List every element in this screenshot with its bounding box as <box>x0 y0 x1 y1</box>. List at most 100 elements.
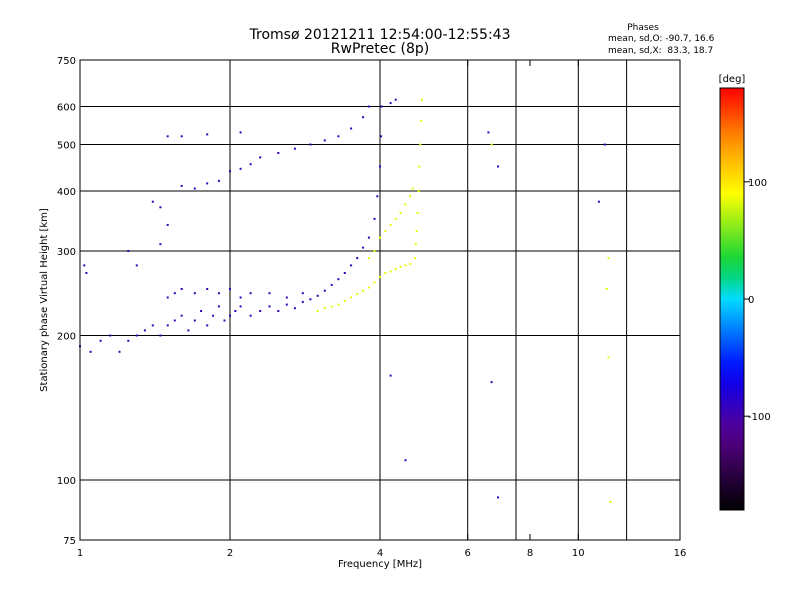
data-point-x <box>379 275 381 278</box>
data-point-o <box>135 264 138 267</box>
data-point-o <box>603 143 606 146</box>
data-point-o <box>206 182 209 185</box>
data-point-o <box>217 305 220 308</box>
data-point-o <box>85 272 88 274</box>
y-tick-label: 100 <box>57 476 76 487</box>
data-point-o <box>309 143 312 146</box>
data-point-o <box>159 334 162 337</box>
data-points <box>79 98 612 503</box>
data-point-o <box>127 250 130 252</box>
data-point-o <box>193 319 196 322</box>
y-tick-label: 500 <box>57 141 76 152</box>
data-point-o <box>268 305 271 308</box>
grid <box>80 60 680 540</box>
data-point-o <box>380 105 383 108</box>
x-axis-ticks: 1 2 4 6 8 10 16 <box>77 60 686 559</box>
y-axis-ticks: 75 100 200 300 400 500 600 750 <box>57 56 680 547</box>
data-point-o <box>337 278 340 281</box>
data-point-o <box>118 350 121 353</box>
data-point-x <box>490 143 493 146</box>
phase-colorbar: [deg] 100 0 -100 <box>719 74 771 511</box>
data-point-x <box>356 293 359 296</box>
data-point-x <box>323 307 326 310</box>
data-point-o <box>239 131 242 134</box>
data-point-o <box>151 324 154 327</box>
data-point-o <box>229 314 231 317</box>
data-point-o <box>597 200 600 203</box>
data-point-o <box>239 296 242 299</box>
colorbar-ticks: 100 0 -100 <box>744 178 771 423</box>
data-point-o <box>135 334 138 337</box>
data-point-x <box>413 257 416 260</box>
colorbar-gradient <box>719 87 745 511</box>
data-point-x <box>373 250 376 252</box>
data-point-o <box>487 131 490 134</box>
x-tick-label: 8 <box>527 548 533 559</box>
data-point-x <box>389 270 392 273</box>
data-point-o <box>180 135 183 138</box>
data-point-o <box>362 116 365 119</box>
data-point-o <box>380 135 383 138</box>
data-point-x <box>409 195 412 198</box>
data-point-o <box>404 459 407 462</box>
data-point-o <box>379 165 381 168</box>
data-point-o <box>212 314 215 317</box>
data-point-o <box>180 288 183 290</box>
data-point-x <box>421 98 424 101</box>
data-point-o <box>373 217 376 220</box>
stats-line-x: mean, sd,X: 83.3, 18.7 <box>608 46 713 56</box>
data-point-o <box>239 305 242 308</box>
data-point-o <box>239 167 242 170</box>
data-point-o <box>350 127 353 130</box>
data-point-o <box>217 292 220 295</box>
y-tick-label: 300 <box>57 247 76 258</box>
data-point-o <box>330 283 333 286</box>
x-tick-label: 4 <box>377 548 383 559</box>
data-point-o <box>323 139 326 142</box>
data-point-o <box>293 307 296 310</box>
data-point-o <box>180 184 183 187</box>
data-point-o <box>166 324 169 327</box>
data-point-o <box>497 165 499 168</box>
y-tick-label: 75 <box>63 536 76 547</box>
data-point-x <box>399 212 402 214</box>
data-point-o <box>316 294 319 297</box>
data-point-o <box>268 292 271 295</box>
data-point-o <box>206 288 209 290</box>
data-point-x <box>415 230 418 233</box>
data-point-o <box>362 246 365 249</box>
data-point-x <box>389 223 392 226</box>
data-point-o <box>376 195 379 198</box>
data-point-x <box>607 356 610 359</box>
data-point-o <box>193 187 196 190</box>
x-tick-label: 1 <box>77 548 83 559</box>
data-point-o <box>143 329 146 332</box>
data-point-x <box>411 187 414 190</box>
data-point-x <box>399 265 402 268</box>
data-point-o <box>223 319 226 322</box>
colorbar-tick-label: 100 <box>748 178 767 189</box>
data-point-o <box>127 339 130 342</box>
data-point-o <box>249 292 252 295</box>
colorbar-label: [deg] <box>719 74 746 85</box>
stats-line-o: mean, sd,O: -90.7, 16.6 <box>608 34 715 44</box>
data-point-x <box>394 217 397 220</box>
data-point-x <box>404 203 407 206</box>
data-point-o <box>323 289 326 292</box>
data-point-x <box>367 257 370 260</box>
data-point-o <box>173 292 176 295</box>
data-point-o <box>301 292 304 295</box>
data-point-o <box>166 296 169 299</box>
y-tick-label: 400 <box>57 187 76 198</box>
data-point-o <box>277 310 280 312</box>
data-point-x <box>330 305 333 308</box>
data-point-x <box>350 296 353 299</box>
data-point-o <box>187 329 190 332</box>
data-point-o <box>89 350 92 353</box>
data-point-o <box>293 147 296 150</box>
data-point-o <box>166 135 169 138</box>
data-point-x <box>605 288 608 290</box>
data-point-o <box>99 339 102 342</box>
x-tick-label: 6 <box>465 548 471 559</box>
